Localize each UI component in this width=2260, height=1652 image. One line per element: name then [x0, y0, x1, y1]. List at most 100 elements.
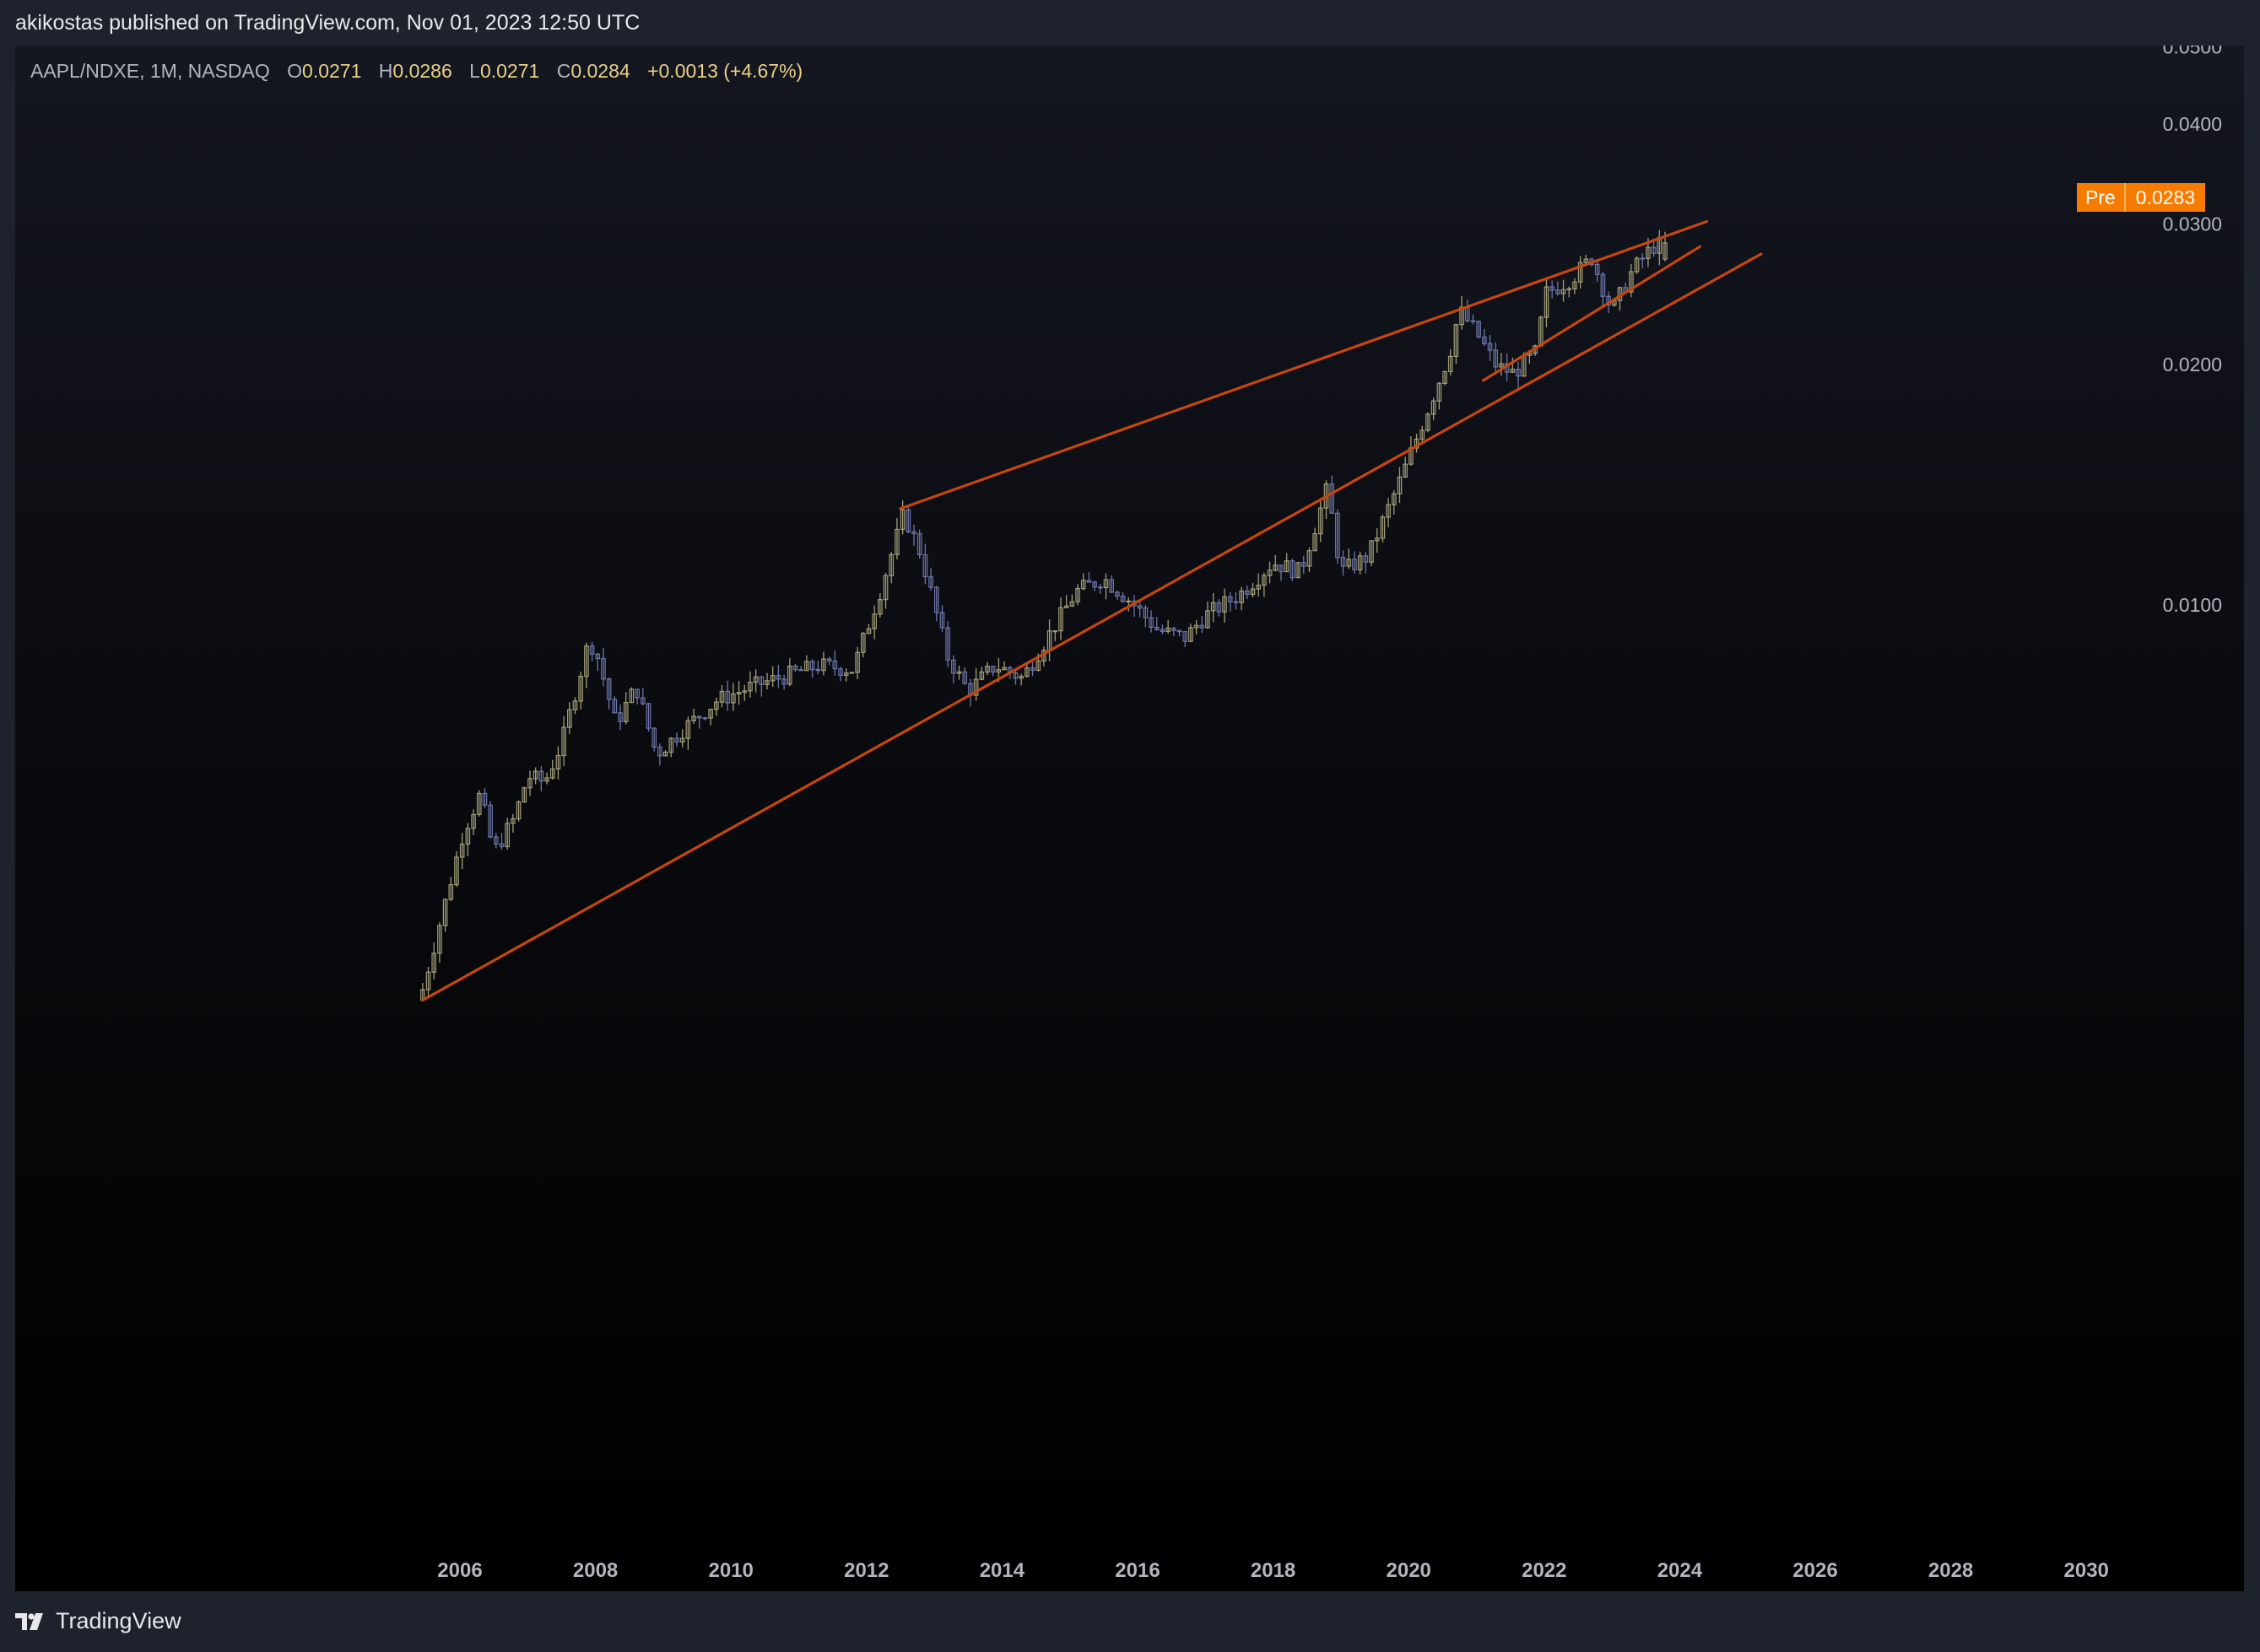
candle-body — [1419, 429, 1425, 440]
candle-body — [939, 612, 945, 629]
candle-body — [549, 768, 555, 779]
candle-body — [1555, 289, 1560, 294]
candle-body — [538, 770, 544, 782]
candle-body — [962, 671, 968, 684]
candle-body — [742, 690, 748, 694]
candle-body — [951, 659, 956, 674]
candle-body — [646, 703, 652, 729]
candle-body — [1267, 570, 1273, 576]
candle-body — [945, 627, 950, 661]
candle-body — [787, 665, 792, 685]
candle-body — [1245, 590, 1250, 596]
candle-body — [1295, 562, 1300, 579]
candle-body — [821, 658, 826, 672]
candle-body — [1227, 596, 1233, 602]
trendline-support[interactable] — [421, 252, 1763, 1002]
candle-body — [765, 680, 770, 685]
candle-body — [906, 509, 911, 532]
candle-body — [1577, 262, 1583, 283]
candle-body — [623, 701, 629, 722]
candle-body — [928, 575, 933, 588]
candle-body — [748, 681, 753, 692]
candle-body — [1262, 575, 1267, 586]
candle-body — [1425, 413, 1430, 431]
candle-body — [1312, 532, 1317, 552]
candle-body — [1640, 257, 1646, 260]
candle-body — [1137, 605, 1143, 609]
candle-body — [719, 690, 725, 703]
candle-body — [1210, 602, 1216, 612]
y-tick-label-1: 0.0400 — [2163, 113, 2222, 135]
candle-body — [1205, 610, 1210, 629]
candle-body — [1629, 271, 1634, 293]
y-tick-label-4: 0.0100 — [2163, 594, 2222, 616]
candle-body — [889, 553, 895, 576]
y-axis: 0.0500 0.0400 0.0300 0.0200 0.0100 — [2163, 46, 2222, 616]
tradingview-logo[interactable]: TradingView — [15, 1608, 181, 1634]
candle-body — [1080, 580, 1086, 590]
candle-body — [804, 661, 809, 672]
candle-body — [567, 709, 572, 728]
open-value: 0.0271 — [302, 60, 362, 82]
candle-body — [1025, 667, 1030, 678]
candle-body — [731, 693, 736, 704]
candle-body — [1583, 258, 1589, 263]
x-tick-label-12: 2030 — [2064, 1559, 2109, 1582]
candle-body — [1300, 562, 1306, 567]
candle-body — [1516, 369, 1521, 377]
candle-body — [555, 754, 561, 769]
candle-body — [900, 509, 906, 531]
x-tick-label-0: 2006 — [437, 1559, 482, 1582]
candle-body — [759, 676, 765, 685]
candle-body — [872, 613, 877, 629]
candle-body — [1273, 564, 1279, 571]
candle-body — [1154, 626, 1160, 630]
candle-body — [641, 697, 646, 705]
candle-body — [679, 737, 685, 742]
high-label: H — [378, 60, 393, 82]
candle-body — [527, 778, 533, 789]
candle-body — [1075, 587, 1080, 602]
candle-body — [1176, 629, 1182, 633]
candle-body — [425, 971, 431, 991]
candle-body — [1572, 281, 1577, 289]
candle-body — [860, 633, 866, 653]
candle-body — [544, 777, 549, 782]
candle-body — [979, 671, 985, 680]
candle-body — [612, 699, 618, 714]
x-tick-label-1: 2008 — [573, 1559, 618, 1582]
candle-body — [1069, 601, 1075, 607]
candle-body — [1651, 246, 1657, 254]
candle-body — [1493, 349, 1499, 368]
x-tick-label-5: 2016 — [1115, 1559, 1160, 1582]
candle-body — [1374, 537, 1380, 542]
candle-body — [1182, 631, 1188, 642]
trendline-channel-lower[interactable] — [1481, 245, 1702, 382]
candle-body — [437, 925, 442, 954]
candle-body — [1453, 324, 1459, 358]
candle-body — [1284, 560, 1289, 573]
candle-body — [674, 737, 679, 742]
trendline-resistance[interactable] — [899, 219, 1709, 510]
candle-body — [1386, 504, 1391, 518]
candle-body — [584, 645, 589, 678]
candle-body — [1646, 246, 1651, 259]
candle-body — [1335, 512, 1340, 559]
candle-body — [533, 770, 538, 780]
pre-value: 0.0283 — [2125, 183, 2206, 212]
candle-body — [1115, 591, 1120, 597]
candle-body — [1482, 336, 1487, 344]
candle-body — [1289, 560, 1295, 579]
candle-body — [996, 669, 1002, 673]
candle-body — [1222, 596, 1227, 613]
candle-body — [1436, 382, 1442, 402]
candle-body — [476, 792, 482, 815]
candle-body — [629, 688, 635, 704]
chart-panel[interactable]: 0.0500 0.0400 0.0300 0.0200 0.0100 2006 2008 2… — [15, 46, 2244, 1591]
candle-body — [1002, 667, 1007, 671]
candle-body — [448, 884, 454, 900]
candle-body — [668, 737, 674, 753]
candle-body — [883, 575, 889, 601]
candle-body — [662, 751, 668, 757]
